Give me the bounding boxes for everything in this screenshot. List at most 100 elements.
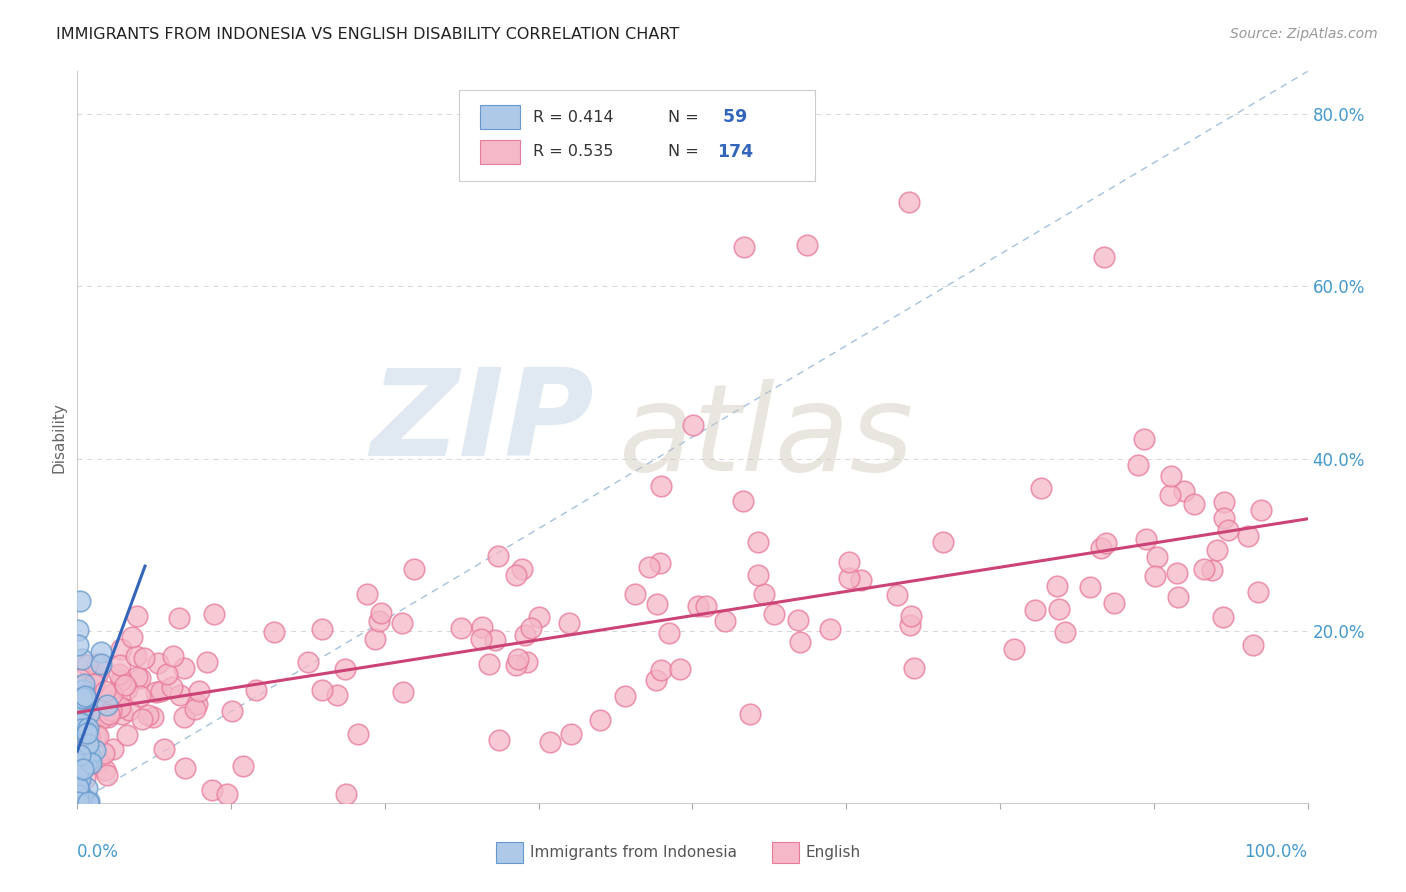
Point: [105, 693, 128, 707]
Point: [589, 714, 612, 728]
Point: [195, 655, 218, 669]
Point: [903, 660, 925, 674]
Point: [79, 753, 101, 767]
Point: [103, 742, 125, 756]
Text: English: English: [806, 845, 860, 860]
Point: [557, 616, 579, 631]
Point: [66, 790, 89, 805]
Point: [67, 785, 90, 799]
Point: [1104, 596, 1126, 610]
Point: [1212, 610, 1234, 624]
Point: [73, 771, 96, 785]
Point: [245, 683, 267, 698]
Point: [66, 791, 89, 805]
Point: [97, 706, 120, 721]
Point: [67, 624, 90, 638]
Point: [89, 755, 111, 769]
Point: [886, 588, 908, 602]
Point: [538, 735, 561, 749]
Point: [638, 560, 661, 574]
Point: [131, 712, 153, 726]
Point: [70, 789, 93, 804]
Y-axis label: Disability: Disability: [51, 401, 66, 473]
Point: [560, 727, 582, 741]
Point: [108, 667, 131, 681]
Point: [69, 716, 91, 731]
Point: [1133, 433, 1156, 447]
Point: [623, 587, 645, 601]
Point: [747, 567, 769, 582]
Point: [311, 682, 333, 697]
Point: [1167, 591, 1189, 605]
Point: [1135, 532, 1157, 546]
Point: [188, 684, 211, 698]
Point: [1078, 581, 1101, 595]
Text: 174: 174: [717, 143, 754, 161]
Point: [1192, 562, 1215, 576]
Point: [72, 751, 94, 765]
Point: [519, 621, 541, 635]
FancyBboxPatch shape: [458, 90, 815, 181]
Point: [1159, 488, 1181, 502]
Point: [128, 671, 150, 685]
Point: [72, 682, 94, 697]
Point: [67, 795, 90, 809]
Point: [86, 657, 108, 671]
Point: [747, 535, 769, 549]
Point: [658, 625, 681, 640]
Point: [688, 599, 710, 613]
Point: [1092, 250, 1115, 264]
Point: [160, 680, 183, 694]
Point: [110, 673, 132, 687]
Point: [1173, 484, 1195, 499]
Point: [90, 711, 112, 725]
Point: [506, 652, 529, 666]
Text: atlas: atlas: [619, 378, 914, 496]
Point: [650, 664, 672, 678]
Point: [66, 781, 89, 796]
Point: [796, 238, 818, 252]
Point: [90, 645, 112, 659]
Point: [851, 573, 873, 587]
Point: [67, 779, 90, 793]
Point: [128, 690, 150, 704]
Point: [1247, 585, 1270, 599]
Point: [86, 668, 108, 682]
Point: [76, 795, 98, 809]
Point: [1095, 536, 1118, 550]
Point: [83, 677, 105, 691]
Point: [740, 707, 762, 722]
Point: [69, 715, 91, 730]
Point: [93, 707, 115, 722]
Point: [1128, 458, 1150, 472]
Point: [486, 549, 509, 563]
Point: [221, 704, 243, 718]
Point: [162, 648, 184, 663]
Point: [838, 555, 860, 569]
Point: [75, 795, 97, 809]
Point: [121, 630, 143, 644]
Point: [156, 666, 179, 681]
Point: [763, 607, 786, 621]
Point: [488, 732, 510, 747]
Point: [101, 687, 124, 701]
Point: [70, 744, 93, 758]
Point: [69, 747, 91, 762]
Point: [86, 729, 108, 743]
Point: [84, 728, 107, 742]
Point: [66, 638, 89, 652]
Point: [67, 795, 90, 809]
Point: [125, 648, 148, 663]
Point: [115, 682, 138, 697]
Point: [100, 703, 122, 717]
Point: [118, 703, 141, 717]
Point: [73, 690, 96, 705]
Point: [1046, 579, 1069, 593]
Point: [148, 657, 170, 671]
Point: [69, 704, 91, 718]
Point: [335, 787, 357, 801]
Point: [66, 780, 89, 794]
Point: [668, 662, 690, 676]
Point: [484, 633, 506, 648]
Point: [70, 651, 93, 665]
